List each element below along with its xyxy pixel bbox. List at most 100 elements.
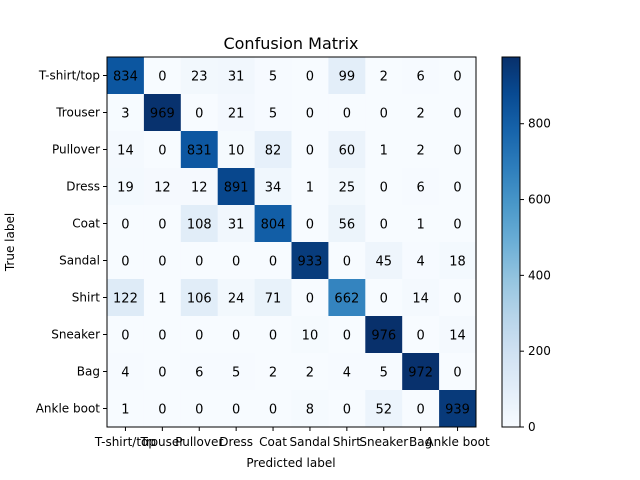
cell-value-label: 24 xyxy=(228,292,245,307)
cell-value-label: 0 xyxy=(417,329,425,344)
heatmap-cell xyxy=(402,205,440,243)
heatmap-cell xyxy=(291,316,329,354)
heatmap-cell xyxy=(439,242,477,280)
cell-value-label: 0 xyxy=(343,403,351,418)
heatmap-cell xyxy=(365,205,403,243)
heatmap-cell xyxy=(291,57,329,95)
cell-value-label: 45 xyxy=(375,255,392,270)
heatmap-cell xyxy=(365,242,403,280)
cell-value-label: 969 xyxy=(150,107,175,122)
heatmap-cell xyxy=(402,131,440,169)
heatmap-cell xyxy=(107,57,145,95)
heatmap-cell xyxy=(180,316,218,354)
x-tick-label: Bag xyxy=(409,435,432,449)
cell-value-label: 31 xyxy=(228,218,245,233)
y-tick-label: T-shirt/top xyxy=(38,69,100,83)
heatmap-cell xyxy=(217,390,255,428)
heatmap-cell xyxy=(291,242,329,280)
y-axis-label: True label xyxy=(3,213,17,272)
x-tick-label: Ankle boot xyxy=(425,435,490,449)
cell-value-label: 4 xyxy=(417,255,425,270)
plot-frame xyxy=(106,56,477,428)
cell-value-label: 2 xyxy=(380,70,388,85)
cell-value-label: 71 xyxy=(265,292,282,307)
cell-value-label: 2 xyxy=(306,366,314,381)
heatmap-cell xyxy=(328,279,366,317)
cell-value-label: 1 xyxy=(417,218,425,233)
heatmap-cell xyxy=(217,57,255,95)
cell-value-label: 0 xyxy=(232,255,240,270)
heatmap-cell xyxy=(439,131,477,169)
cell-value-label: 831 xyxy=(187,144,212,159)
cell-value-label: 3 xyxy=(121,107,129,122)
cell-value-label: 0 xyxy=(158,218,166,233)
y-tick-label: Shirt xyxy=(72,291,100,305)
heatmap-cells xyxy=(107,57,477,428)
cell-value-label: 0 xyxy=(269,329,277,344)
heatmap-cell xyxy=(180,168,218,206)
cell-value-label: 99 xyxy=(339,70,356,85)
heatmap-cell xyxy=(107,94,145,132)
cell-value-label: 804 xyxy=(261,218,286,233)
colorbar-tick-label: 200 xyxy=(528,344,551,358)
cell-value-label: 0 xyxy=(343,255,351,270)
heatmap-cell xyxy=(107,131,145,169)
cell-value-label: 0 xyxy=(195,107,203,122)
cell-value-label: 972 xyxy=(408,366,433,381)
heatmap-cell xyxy=(402,94,440,132)
heatmap-cell xyxy=(328,205,366,243)
heatmap-cell xyxy=(402,316,440,354)
heatmap-cell xyxy=(439,94,477,132)
heatmap-cell xyxy=(365,94,403,132)
heatmap-cell xyxy=(217,131,255,169)
heatmap-cell xyxy=(291,279,329,317)
heatmap-cell xyxy=(402,390,440,428)
cell-value-label: 5 xyxy=(269,70,277,85)
heatmap-cell xyxy=(328,242,366,280)
heatmap-cell xyxy=(143,168,182,206)
cell-value-label: 2 xyxy=(417,144,425,159)
cell-value-label: 5 xyxy=(232,366,240,381)
cell-value-label: 0 xyxy=(306,107,314,122)
heatmap-cell xyxy=(439,168,477,206)
cell-value-label: 0 xyxy=(158,329,166,344)
heatmap-cell xyxy=(107,390,145,428)
cell-value-label: 6 xyxy=(195,366,203,381)
cell-value-label: 0 xyxy=(158,403,166,418)
heatmap-cell xyxy=(180,205,218,243)
heatmap-cell xyxy=(180,279,218,317)
heatmap-cell xyxy=(402,57,440,95)
cell-value-label: 19 xyxy=(117,181,134,196)
y-tick-label: Dress xyxy=(66,180,100,194)
cell-value-label: 0 xyxy=(453,181,461,196)
colorbar-tick-label: 800 xyxy=(528,117,551,131)
cell-value-label: 23 xyxy=(191,70,208,85)
heatmap-cell xyxy=(254,168,292,206)
cell-value-label: 0 xyxy=(453,144,461,159)
heatmap-cell xyxy=(365,168,403,206)
heatmap-cell xyxy=(107,316,145,354)
colorbar-ticks: 0 200 400 600 800 xyxy=(520,117,551,434)
heatmap-cell xyxy=(107,168,145,206)
heatmap-cell xyxy=(143,57,182,95)
cell-value-label: 0 xyxy=(232,329,240,344)
cell-value-label: 10 xyxy=(302,329,319,344)
cell-value-label: 122 xyxy=(113,292,138,307)
heatmap-cell xyxy=(217,205,255,243)
heatmap-cell xyxy=(328,390,366,428)
heatmap-cell xyxy=(143,390,182,428)
heatmap-cell xyxy=(291,353,329,391)
heatmap-cell xyxy=(402,279,440,317)
heatmap-cell xyxy=(402,168,440,206)
cell-value-label: 662 xyxy=(334,292,359,307)
cell-value-label: 0 xyxy=(453,107,461,122)
heatmap-cell xyxy=(328,353,366,391)
cell-value-label: 31 xyxy=(228,70,245,85)
cell-value-label: 0 xyxy=(453,292,461,307)
cell-value-label: 52 xyxy=(375,403,392,418)
cell-value-label: 0 xyxy=(121,329,129,344)
x-tick-label: Coat xyxy=(259,435,287,449)
heatmap-cell xyxy=(143,205,182,243)
heatmap-cell xyxy=(328,57,366,95)
